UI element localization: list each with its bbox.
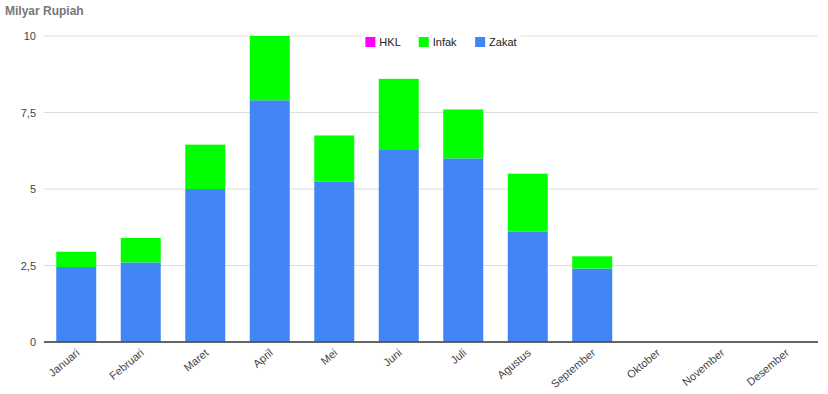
legend-swatch <box>365 37 375 47</box>
bar-segment <box>250 36 290 100</box>
bar-segment <box>379 79 419 149</box>
y-tick-label: 0 <box>30 336 36 348</box>
legend-label: HKL <box>379 36 400 48</box>
legend-swatch <box>475 37 485 47</box>
y-tick-label: 5 <box>30 183 36 195</box>
legend-swatch <box>419 37 429 47</box>
bar-segment <box>314 135 354 181</box>
x-tick-label: Maret <box>181 346 210 373</box>
chart-title: Milyar Rupiah <box>5 4 84 18</box>
bar-segment <box>121 262 161 342</box>
chart-container: Milyar Rupiah 0 2,5 5 7,5 10 Januari Februari Ma… <box>0 0 828 394</box>
x-tick-label: Februari <box>107 346 146 382</box>
y-tick-label: 2,5 <box>21 260 36 272</box>
bar-segment <box>314 181 354 342</box>
bar-segment <box>572 256 612 268</box>
bar-segment <box>56 252 96 267</box>
bar-segment <box>443 109 483 158</box>
x-tick-label: Januari <box>46 346 81 378</box>
x-tick-label: Juni <box>381 346 404 368</box>
grid-line <box>44 189 818 190</box>
legend-background <box>361 33 520 51</box>
bar-segment <box>572 269 612 342</box>
x-tick-label: November <box>680 346 727 388</box>
x-axis-line <box>44 342 818 343</box>
legend-label: Infak <box>433 36 457 48</box>
bar-segment <box>121 237 161 238</box>
bar-segment <box>121 238 161 262</box>
x-tick-label: Mei <box>318 346 339 367</box>
bar-segment <box>508 174 548 232</box>
x-tick-label: April <box>250 346 275 369</box>
bar-segment <box>443 158 483 342</box>
grid-line <box>44 342 818 343</box>
bar-segment <box>508 232 548 342</box>
legend: HKL Infak Zakat <box>361 33 520 51</box>
x-tick-label: Juli <box>448 346 468 366</box>
bar-segment <box>185 145 225 189</box>
chart-svg: Milyar Rupiah 0 2,5 5 7,5 10 Januari Februari Ma… <box>0 0 828 394</box>
bar-segment <box>508 173 548 174</box>
bar-segment <box>250 36 290 37</box>
bar-segment <box>185 189 225 342</box>
x-tick-label: Oktober <box>624 346 662 381</box>
legend-label: Zakat <box>489 36 517 48</box>
bar-segment <box>443 109 483 110</box>
bar-segment <box>379 149 419 342</box>
bar-segment <box>185 144 225 145</box>
bar-segment <box>314 135 354 136</box>
bar-segment <box>379 78 419 79</box>
bar-segment <box>56 251 96 252</box>
x-tick-label: Agustus <box>495 346 534 381</box>
x-tick-label: September <box>549 346 598 390</box>
y-tick-label: 7,5 <box>21 107 36 119</box>
bars <box>56 36 612 342</box>
bar-segment <box>572 256 612 257</box>
bar-segment <box>56 267 96 342</box>
y-tick-label: 10 <box>24 30 36 42</box>
x-tick-label: Desember <box>744 346 791 388</box>
grid-line <box>44 112 818 113</box>
bar-segment <box>250 100 290 342</box>
